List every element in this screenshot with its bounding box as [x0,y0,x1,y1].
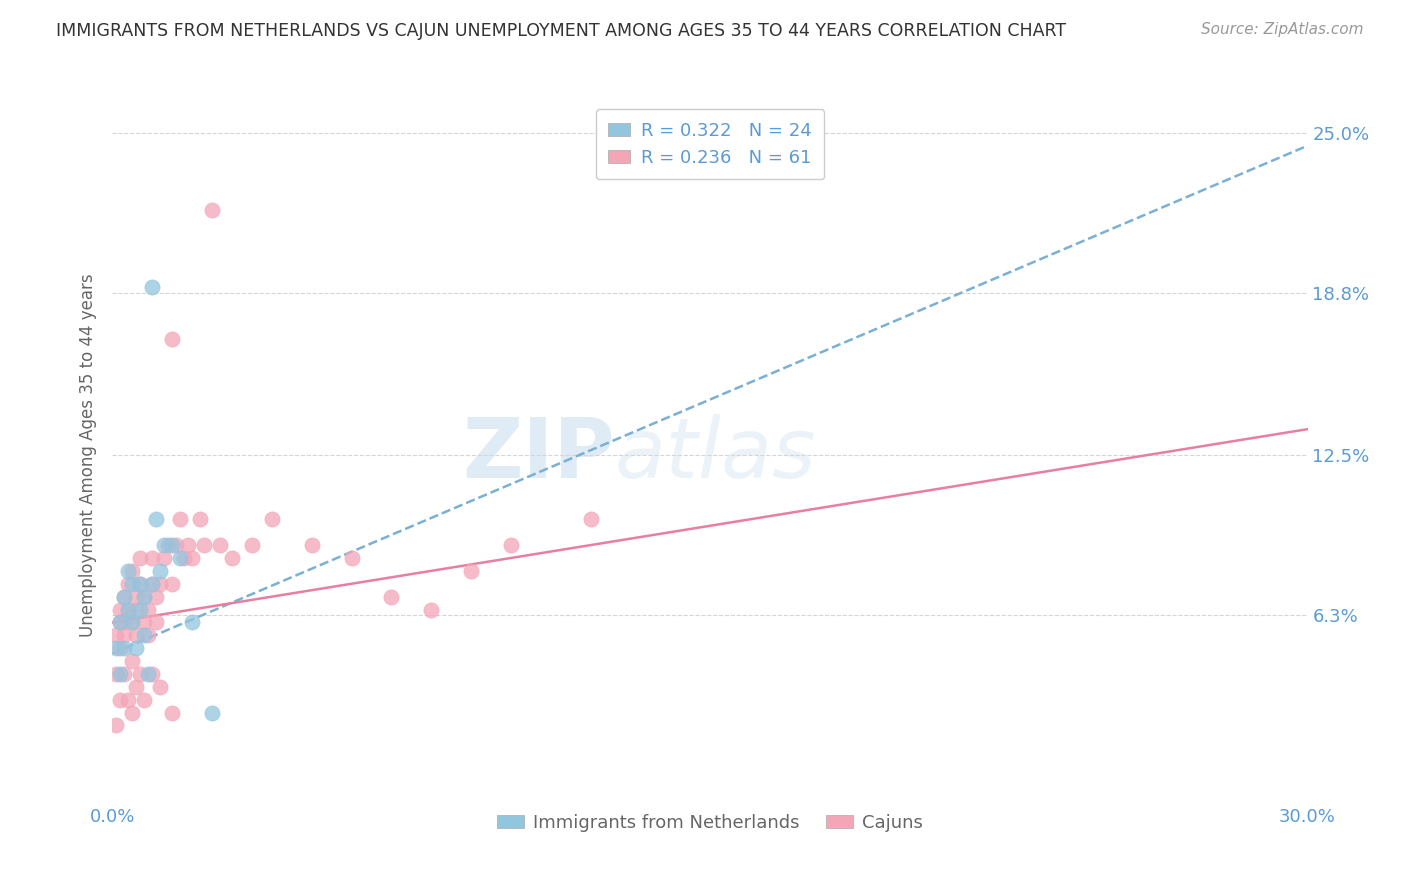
Point [134,590,156,604]
Point [121,615,143,630]
Point [153,538,176,552]
Point [114,641,135,656]
Point [121,576,143,591]
Point [114,628,135,642]
Point [579,512,602,526]
Point [110,667,132,681]
Text: Source: ZipAtlas.com: Source: ZipAtlas.com [1201,22,1364,37]
Point [125,628,148,642]
Point [110,641,132,656]
Point [149,576,172,591]
Point [117,602,139,616]
Point [125,641,148,656]
Point [165,538,187,552]
Point [177,538,200,552]
Point [114,615,135,630]
Point [138,667,160,681]
Point [193,538,215,552]
Point [181,615,204,630]
Point [121,654,143,668]
Text: ZIP: ZIP [463,415,614,495]
Point [153,551,176,566]
Point [114,590,135,604]
Point [141,576,163,591]
Point [162,538,183,552]
Point [221,551,243,566]
Point [105,718,128,732]
Point [149,680,172,694]
Point [169,551,191,566]
Point [162,332,183,346]
Point [201,706,224,720]
Point [114,590,135,604]
Point [129,576,152,591]
Point [110,615,132,630]
Point [141,667,163,681]
Point [240,538,263,552]
Point [117,576,139,591]
Point [141,551,163,566]
Point [162,576,183,591]
Point [110,615,132,630]
Point [105,628,128,642]
Point [121,564,143,578]
Y-axis label: Unemployment Among Ages 35 to 44 years: Unemployment Among Ages 35 to 44 years [79,273,97,637]
Point [117,602,139,616]
Point [125,590,148,604]
Point [173,551,195,566]
Point [145,615,167,630]
Point [121,706,143,720]
Point [105,667,128,681]
Point [499,538,522,552]
Point [162,706,183,720]
Point [149,564,172,578]
Point [209,538,232,552]
Point [129,667,152,681]
Point [145,512,167,526]
Point [134,615,156,630]
Text: atlas: atlas [614,415,815,495]
Point [420,602,443,616]
Point [188,512,211,526]
Point [121,615,143,630]
Point [145,590,167,604]
Point [125,602,148,616]
Point [110,602,132,616]
Point [134,692,156,706]
Point [169,512,191,526]
Point [125,680,148,694]
Point [138,602,160,616]
Point [201,203,224,218]
Point [105,641,128,656]
Point [260,512,283,526]
Point [114,667,135,681]
Point [129,576,152,591]
Point [138,628,160,642]
Point [129,551,152,566]
Point [301,538,323,552]
Point [134,628,156,642]
Text: IMMIGRANTS FROM NETHERLANDS VS CAJUN UNEMPLOYMENT AMONG AGES 35 TO 44 YEARS CORR: IMMIGRANTS FROM NETHERLANDS VS CAJUN UNE… [56,22,1066,40]
Point [340,551,363,566]
Point [157,538,180,552]
Point [380,590,402,604]
Point [117,692,139,706]
Point [110,692,132,706]
Point [141,280,163,294]
Point [460,564,482,578]
Point [141,576,163,591]
Point [181,551,204,566]
Legend: Immigrants from Netherlands, Cajuns: Immigrants from Netherlands, Cajuns [489,806,931,839]
Point [134,590,156,604]
Point [117,564,139,578]
Point [129,602,152,616]
